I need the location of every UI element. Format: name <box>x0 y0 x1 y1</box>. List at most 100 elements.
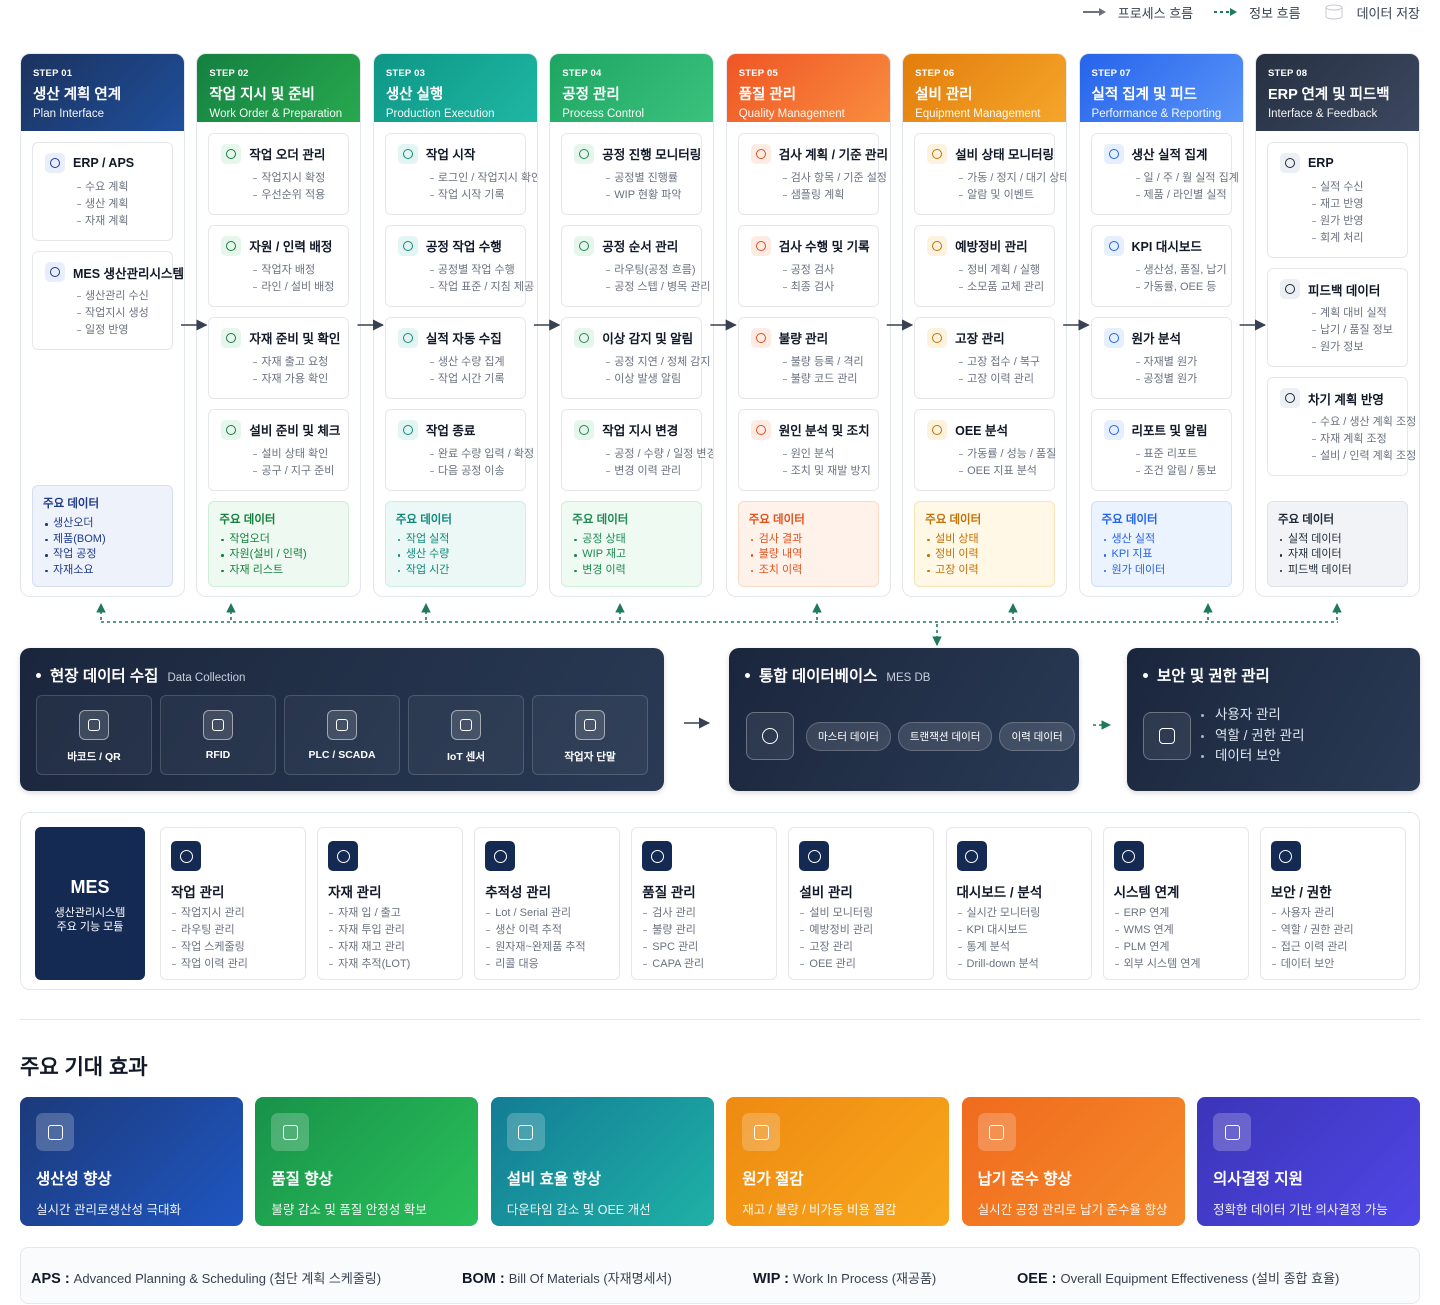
module-item: 통계 분석 <box>957 939 1081 956</box>
panel-title-row: 통합 데이터베이스 MES DB <box>745 664 930 686</box>
task-item: 조치 및 재발 방지 <box>782 463 871 480</box>
panel-title: 현장 데이터 수집 <box>50 668 159 685</box>
module-item: 불량 관리 <box>642 922 766 939</box>
task-item: OEE 지표 분석 <box>959 463 1044 480</box>
legend-label: 프로세스 흐름 <box>1117 5 1194 21</box>
module-item: 생산 이력 추적 <box>485 922 609 939</box>
data-box: 주요 데이터 공정 상태 WIP 재고 변경 이력 <box>561 500 703 587</box>
data-item: 작업 시간 <box>396 563 515 579</box>
task-title: 리포트 및 알림 <box>1131 424 1208 438</box>
step-title: 공정 관리 <box>562 87 620 103</box>
task-item: 공정별 진행률 <box>606 170 691 187</box>
glossary-item: BOM : Bill Of Materials (자재명세서) <box>462 1268 672 1287</box>
item-icon <box>575 710 605 740</box>
data-box: 주요 데이터 검사 결과 불량 내역 조치 이력 <box>737 500 879 587</box>
step-label: STEP 08 <box>1267 68 1308 79</box>
task-card: 작업 시작 로그인 / 작업지시 확인 작업 시작 기록 <box>384 132 537 215</box>
task-item: 고장 이력 관리 <box>959 371 1044 388</box>
task-title-row: 검사 계획 / 기준 관리 <box>750 143 888 164</box>
task-item: 작업 표준 / 지침 제공 <box>429 279 534 296</box>
task-card: 공정 순서 관리 라우팅(공정 흐름) 공정 스텝 / 병목 관리 <box>561 224 711 307</box>
task-items: 고장 접수 / 복구 고장 이력 관리 <box>959 354 1044 388</box>
collection-item: RFID <box>160 695 276 775</box>
effect-desc: 실시간 관리로생산성 극대화 <box>36 1203 181 1217</box>
icon-glyph <box>402 148 413 159</box>
step-subtitle: Plan Interface <box>33 108 104 120</box>
task-items: 수요 / 생산 계획 조정 자재 계획 조정 설비 / 인력 계획 조정 <box>1311 414 1416 465</box>
effect-card: 납기 준수 향상 실시간 공정 관리로 납기 준수율 향상 <box>961 1097 1185 1226</box>
task-icon <box>45 153 65 173</box>
task-item: 공정 지연 / 정체 감지 <box>606 354 711 371</box>
panel-title: 보안 및 권한 관리 <box>1157 668 1270 685</box>
data-item: 실적 데이터 <box>1278 532 1397 548</box>
module-icon <box>328 841 359 871</box>
module-item: 검사 관리 <box>642 905 766 922</box>
data-title: 주요 데이터 <box>748 513 805 526</box>
icon-glyph <box>402 332 413 343</box>
task-item: 우선순위 적용 <box>253 187 338 204</box>
step-label: STEP 04 <box>562 68 602 79</box>
module-item: 역할 / 권한 관리 <box>1271 922 1395 939</box>
collection-item: 작업자 단말 <box>532 695 648 775</box>
task-title: 공정 순서 관리 <box>602 240 679 254</box>
data-box: 주요 데이터 생산오더 제품(BOM) 작업 공정 자재소요 <box>32 485 174 587</box>
task-icon <box>1103 143 1124 164</box>
step-title: 설비 관리 <box>915 87 973 103</box>
icon-glyph <box>402 424 413 435</box>
icon-glyph <box>755 424 766 435</box>
task-card: 불량 관리 불량 등록 / 격리 불량 코드 관리 <box>737 316 879 399</box>
panel-subtitle: MES DB <box>886 672 931 684</box>
icon-glyph <box>336 849 350 863</box>
collection-item: 바코드 / QR <box>36 695 152 775</box>
effect-icon <box>506 1113 545 1151</box>
icon-glyph <box>753 1124 769 1140</box>
step-header: STEP 06 설비 관리 Equipment Management <box>903 54 1067 122</box>
step-title: 생산 계획 연계 <box>33 87 122 103</box>
icon-glyph <box>1284 284 1295 294</box>
task-title: 생산 실적 집계 <box>1131 148 1208 162</box>
step-label: STEP 07 <box>1091 68 1131 79</box>
icon-glyph <box>1279 849 1293 863</box>
task-item: 원인 분석 <box>782 446 868 463</box>
glossary-item: OEE : Overall Equipment Effectiveness (설비… <box>1017 1268 1339 1287</box>
module-item: 리콜 대응 <box>485 956 609 973</box>
effect-title: 설비 효율 향상 <box>506 1171 601 1188</box>
task-title-row: 불량 관리 <box>750 327 868 348</box>
module-card: 대시보드 / 분석 실시간 모니터링 KPI 대시보드 통계 분석 Drill-down… <box>945 827 1092 980</box>
security-item: 역할 / 권한 관리 <box>1201 726 1305 747</box>
task-card: 검사 계획 / 기준 관리 검사 항목 / 기준 설정 샘플링 계획 <box>737 132 888 215</box>
collection-label: RFID <box>205 749 231 761</box>
module-item: Lot / Serial 관리 <box>485 905 609 922</box>
icon-glyph <box>179 849 193 863</box>
icon-glyph <box>579 148 590 159</box>
task-item: 소모품 교체 관리 <box>959 279 1044 296</box>
data-title: 주요 데이터 <box>572 513 629 526</box>
glossary-desc: Advanced Planning & Scheduling (첨단 계획 스케… <box>73 1271 382 1286</box>
icon-glyph <box>88 719 100 731</box>
task-item: 불량 코드 관리 <box>782 371 868 388</box>
task-item: 가동률, OEE 등 <box>1135 279 1221 296</box>
effect-title: 납기 준수 향상 <box>977 1171 1072 1188</box>
task-title-row: 작업 종료 <box>397 419 515 440</box>
effect-desc: 정확한 데이터 기반 의사결정 가능 <box>1213 1203 1388 1217</box>
module-item: 예방정비 관리 <box>799 922 923 939</box>
data-item: 생산 실적 <box>1102 532 1221 548</box>
task-item: WIP 현황 파악 <box>606 187 691 204</box>
icon-glyph <box>1159 728 1175 744</box>
effect-card: 품질 향상 불량 감소 및 품질 안정성 확보 <box>255 1097 479 1226</box>
data-item: 자재소요 <box>43 563 162 579</box>
task-card: MES 생산관리시스템 생산관리 수신 작업지시 생성 일정 반영 <box>32 251 184 350</box>
icon-glyph <box>755 240 766 251</box>
icon-glyph <box>762 728 778 744</box>
module-title: 보안 / 권한 <box>1270 885 1332 900</box>
effect-card: 원가 절감 재고 / 불량 / 비가동 비용 절감 <box>726 1097 950 1226</box>
task-item: 공정 스텝 / 병목 관리 <box>606 279 711 296</box>
step-header: STEP 01 생산 계획 연계 Plan Interface <box>21 54 185 131</box>
task-icon <box>750 419 771 440</box>
step-subtitle: Interface & Feedback <box>1267 108 1378 120</box>
task-card: 자재 준비 및 확인 자재 출고 요청 자재 가용 확인 <box>208 316 350 399</box>
glossary-term: BOM : <box>462 1271 505 1287</box>
icon-glyph <box>226 148 237 159</box>
step-title: 품질 관리 <box>738 87 797 103</box>
separator <box>20 1019 1420 1020</box>
